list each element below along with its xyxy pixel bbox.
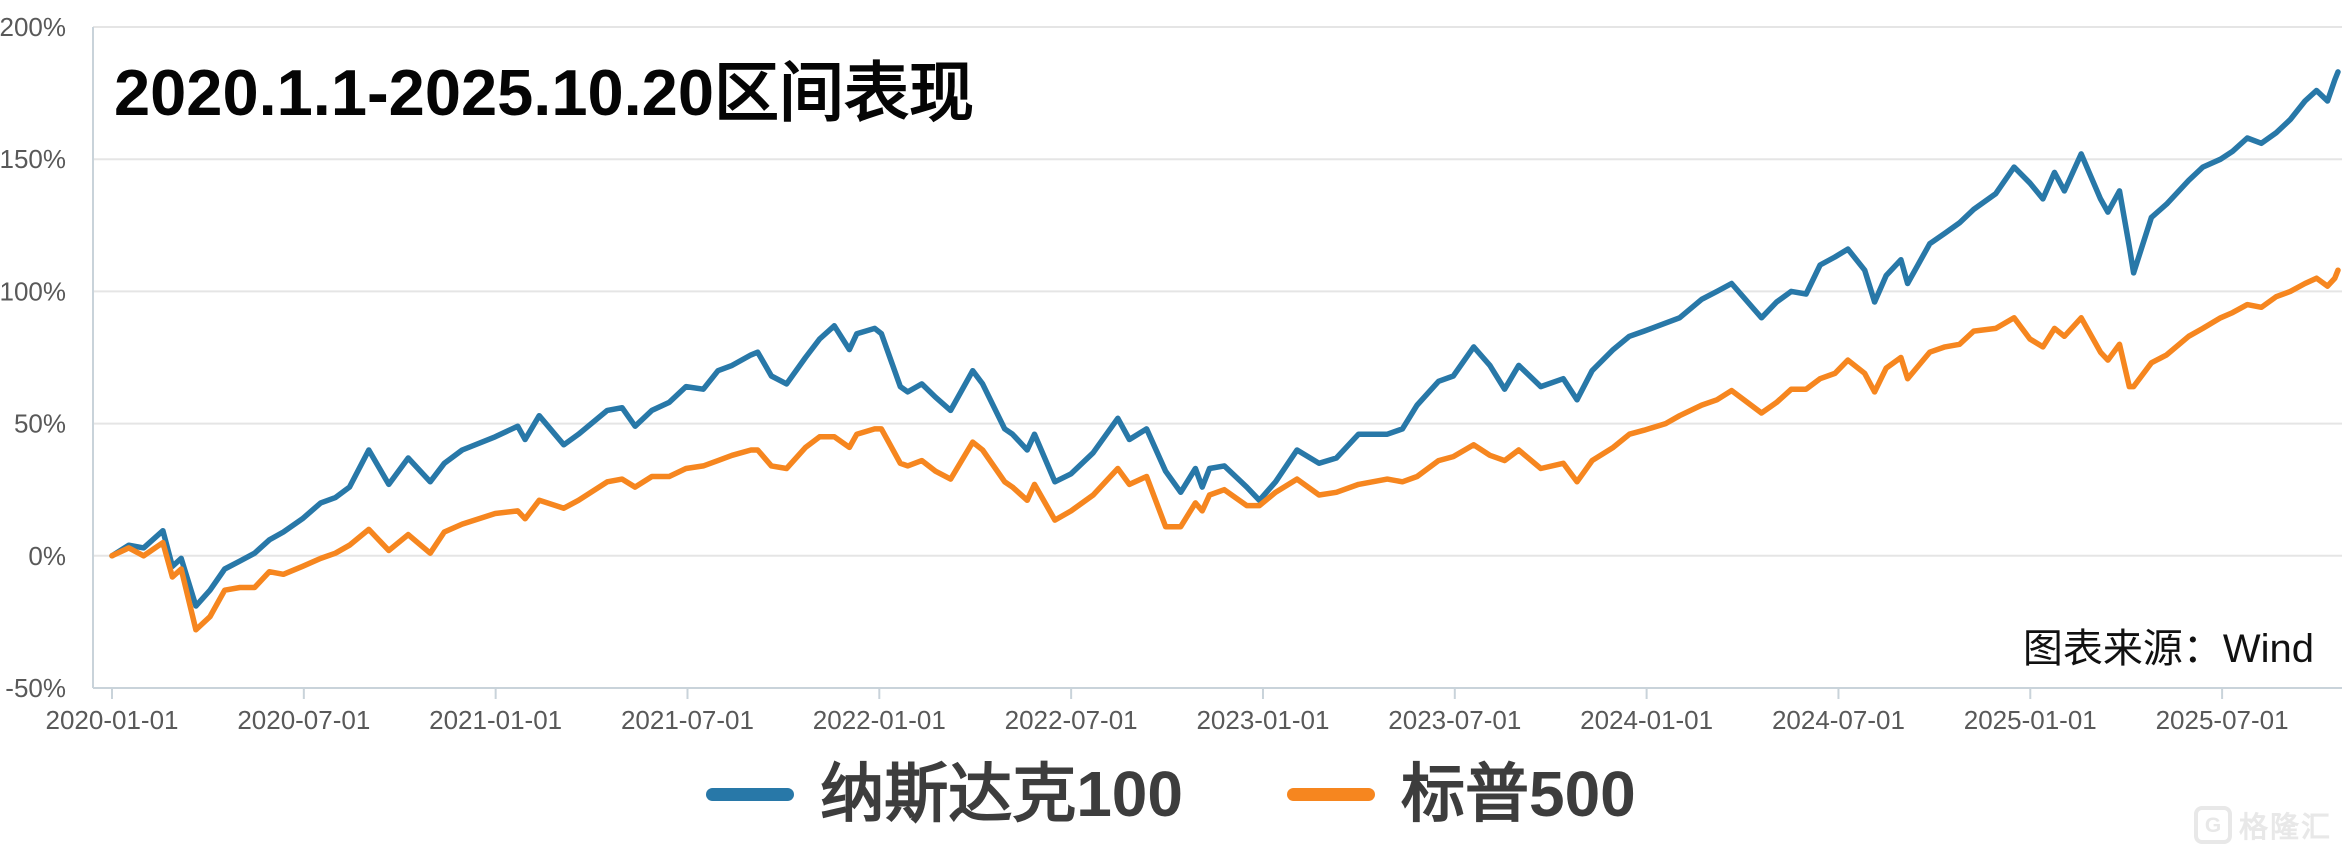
- x-axis-tick-label: 2020-01-01: [46, 705, 179, 735]
- y-axis-tick-label: 0%: [28, 541, 66, 571]
- x-axis-tick-label: 2025-01-01: [1964, 705, 2097, 735]
- y-axis-tick-label: 200%: [0, 12, 66, 42]
- series-line-nasdaq100: [109, 69, 2341, 609]
- x-axis-tick-label: 2024-01-01: [1580, 705, 1713, 735]
- chart-title: 2020.1.1-2025.10.20区间表现: [114, 56, 974, 129]
- x-axis-tick-label: 2023-01-01: [1196, 705, 1329, 735]
- chart-legend: 纳斯达克100 标普500: [0, 748, 2342, 840]
- x-axis-tick-label: 2023-07-01: [1388, 705, 1521, 735]
- x-axis-tick-label: 2021-07-01: [621, 705, 754, 735]
- legend-item-sp500: 标普500: [1287, 762, 1636, 826]
- x-axis-tick-label: 2022-01-01: [813, 705, 946, 735]
- x-axis-tick-label: 2024-07-01: [1772, 705, 1905, 735]
- gelonghui-watermark: G 格隆汇: [2193, 804, 2332, 846]
- x-axis-tick-label: 2022-07-01: [1005, 705, 1138, 735]
- y-axis-tick-label: 100%: [0, 276, 66, 306]
- sp500-line-swatch-icon: [1287, 787, 1375, 801]
- x-axis-tick-label: 2025-07-01: [2156, 705, 2289, 735]
- y-axis-tick-label: 50%: [14, 409, 66, 439]
- y-axis-tick-label: -50%: [5, 673, 66, 703]
- x-axis-tick-label: 2021-01-01: [429, 705, 562, 735]
- series-line-sp500: [109, 267, 2341, 633]
- gelonghui-watermark-text: 格隆汇: [2238, 812, 2332, 844]
- legend-label-nasdaq100: 纳斯达克100: [820, 758, 1183, 830]
- x-axis-tick-label: 2020-07-01: [237, 705, 370, 735]
- nasdaq100-line-swatch-icon: [706, 787, 795, 801]
- legend-item-nasdaq100: 纳斯达克100: [706, 762, 1183, 826]
- y-axis-tick-label: 150%: [0, 144, 66, 174]
- gelonghui-logo-icon: G: [2193, 806, 2232, 844]
- legend-label-sp500: 标普500: [1401, 758, 1636, 830]
- data-source-note: 图表来源：Wind: [2022, 627, 2314, 671]
